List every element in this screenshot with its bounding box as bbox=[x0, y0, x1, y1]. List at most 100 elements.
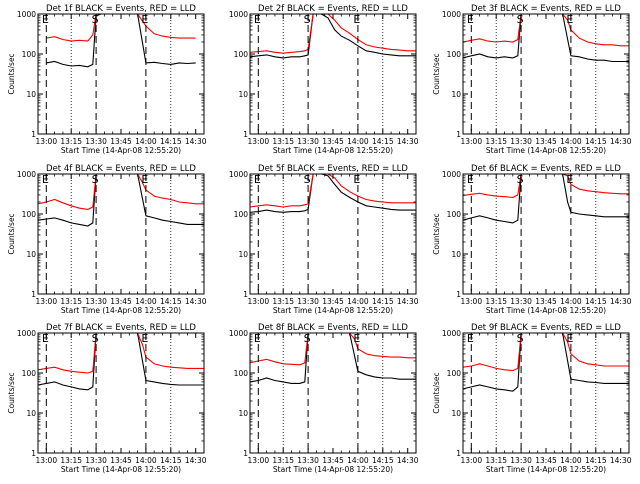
marker-label-e: E bbox=[353, 173, 360, 186]
y-tick-label: 100 bbox=[22, 50, 37, 59]
x-tick-label: 13:15 bbox=[272, 137, 294, 146]
x-tick-label: 14:15 bbox=[372, 137, 394, 146]
y-tick-label: 1000 bbox=[17, 10, 36, 19]
series-events-line bbox=[37, 173, 204, 227]
y-tick-label: 100 bbox=[447, 210, 462, 219]
marker-label-s: S bbox=[92, 173, 99, 186]
x-tick-label: 13:15 bbox=[485, 456, 507, 465]
y-tick-label: 100 bbox=[234, 369, 249, 378]
x-tick-label: 14:30 bbox=[185, 456, 207, 465]
marker-label-s: S bbox=[304, 13, 311, 26]
plot-frame bbox=[249, 332, 417, 454]
y-tick-label: 1 bbox=[456, 449, 461, 458]
x-tick-label: 13:30 bbox=[510, 297, 532, 306]
y-tick-label: 1 bbox=[243, 449, 248, 458]
x-tick-label: 13:00 bbox=[247, 456, 269, 465]
x-tick-label: 13:15 bbox=[60, 137, 82, 146]
y-tick-label: 1000 bbox=[17, 170, 36, 179]
x-axis-label: Start Time (14-Apr-08 12:55:20) bbox=[486, 465, 606, 474]
x-axis-label: Start Time (14-Apr-08 12:55:20) bbox=[273, 306, 393, 315]
plot-frame bbox=[37, 13, 205, 135]
series-events-line bbox=[462, 332, 629, 392]
marker-label-e: E bbox=[566, 13, 573, 26]
y-tick-label: 1000 bbox=[442, 329, 461, 338]
y-tick-label: 1000 bbox=[229, 170, 248, 179]
series-lld-line bbox=[249, 13, 416, 54]
y-axis-label: Counts/sec bbox=[7, 372, 16, 413]
marker-label-e: E bbox=[566, 173, 573, 186]
x-tick-label: 13:00 bbox=[460, 137, 482, 146]
series-events-line bbox=[249, 173, 416, 213]
y-tick-label: 100 bbox=[234, 50, 249, 59]
plot-frame bbox=[249, 173, 417, 295]
x-tick-label: 13:15 bbox=[272, 297, 294, 306]
x-tick-label: 14:30 bbox=[397, 297, 419, 306]
x-tick-label: 14:00 bbox=[560, 297, 582, 306]
x-tick-label: 14:00 bbox=[135, 297, 157, 306]
marker-label-s: S bbox=[517, 173, 524, 186]
y-tick-label: 100 bbox=[447, 369, 462, 378]
series-events-line bbox=[462, 13, 629, 63]
x-tick-label: 13:45 bbox=[535, 297, 557, 306]
marker-label-s: S bbox=[92, 332, 99, 345]
y-tick-label: 1000 bbox=[442, 170, 461, 179]
x-tick-label: 14:15 bbox=[160, 456, 182, 465]
y-tick-label: 10 bbox=[238, 409, 248, 418]
x-tick-label: 13:45 bbox=[322, 456, 344, 465]
x-axis-label: Start Time (14-Apr-08 12:55:20) bbox=[273, 146, 393, 155]
series-events-line bbox=[249, 332, 416, 384]
x-tick-label: 13:45 bbox=[110, 456, 132, 465]
x-tick-label: 13:45 bbox=[535, 456, 557, 465]
y-tick-label: 100 bbox=[22, 369, 37, 378]
series-lld-line bbox=[37, 332, 204, 374]
x-tick-label: 14:00 bbox=[560, 456, 582, 465]
y-tick-label: 1 bbox=[31, 449, 36, 458]
x-tick-label: 14:30 bbox=[610, 137, 632, 146]
x-tick-label: 13:00 bbox=[460, 297, 482, 306]
x-tick-label: 13:30 bbox=[510, 137, 532, 146]
x-tick-label: 14:15 bbox=[160, 297, 182, 306]
x-axis-label: Start Time (14-Apr-08 12:55:20) bbox=[486, 146, 606, 155]
x-tick-label: 14:00 bbox=[347, 137, 369, 146]
plot-frame bbox=[462, 332, 630, 454]
y-tick-label: 1 bbox=[31, 130, 36, 139]
x-tick-label: 13:15 bbox=[485, 297, 507, 306]
series-lld-line bbox=[37, 173, 204, 210]
marker-label-s: S bbox=[304, 173, 311, 186]
marker-label-e: E bbox=[42, 13, 49, 26]
x-tick-label: 14:30 bbox=[397, 456, 419, 465]
plot-frame bbox=[462, 13, 630, 135]
y-tick-label: 10 bbox=[238, 90, 248, 99]
x-tick-label: 14:00 bbox=[347, 456, 369, 465]
panel-title: Det 5f BLACK = Events, RED = LLD bbox=[258, 164, 408, 174]
plot-frame bbox=[37, 173, 205, 295]
y-tick-label: 1000 bbox=[229, 329, 248, 338]
y-tick-label: 10 bbox=[26, 250, 36, 259]
marker-label-s: S bbox=[304, 332, 311, 345]
marker-label-e: E bbox=[141, 332, 148, 345]
panel-title: Det 1f BLACK = Events, RED = LLD bbox=[46, 4, 196, 14]
plot-frame bbox=[249, 13, 417, 135]
x-tick-label: 14:15 bbox=[160, 137, 182, 146]
x-tick-label: 14:00 bbox=[560, 137, 582, 146]
x-axis-label: Start Time (14-Apr-08 12:55:20) bbox=[273, 465, 393, 474]
marker-label-e: E bbox=[467, 13, 474, 26]
marker-label-e: E bbox=[141, 13, 148, 26]
y-axis-label: Counts/sec bbox=[432, 53, 441, 94]
marker-label-e: E bbox=[42, 332, 49, 345]
panel-title: Det 9f BLACK = Events, RED = LLD bbox=[471, 323, 621, 333]
x-tick-label: 13:45 bbox=[322, 297, 344, 306]
y-tick-label: 10 bbox=[238, 250, 248, 259]
x-tick-label: 14:15 bbox=[585, 297, 607, 306]
y-axis-label: Counts/sec bbox=[432, 213, 441, 254]
marker-label-e: E bbox=[353, 13, 360, 26]
x-axis-label: Start Time (14-Apr-08 12:55:20) bbox=[61, 146, 181, 155]
plot-frame bbox=[462, 173, 630, 295]
y-tick-label: 1 bbox=[243, 130, 248, 139]
marker-label-s: S bbox=[517, 13, 524, 26]
